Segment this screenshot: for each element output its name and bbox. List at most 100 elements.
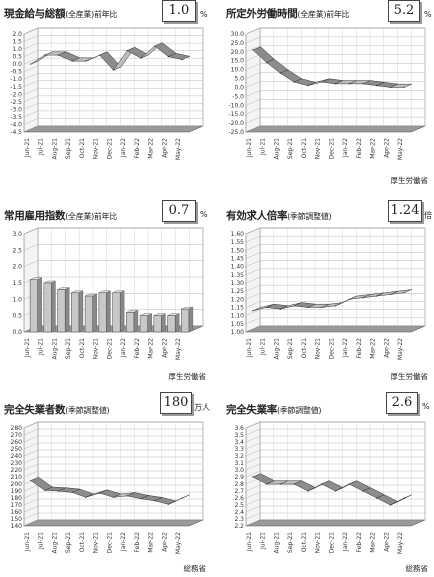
y-tick-label: -25.0 (228, 129, 244, 136)
y-tick-label: 250 (11, 446, 23, 453)
y-tick-label: 10.0 (231, 67, 245, 74)
x-tick-label: May-22 (175, 532, 182, 554)
bar-side (64, 287, 70, 333)
x-tick-label: Feb-22 (356, 532, 363, 553)
y-tick-label: -15.0 (228, 111, 244, 118)
chart-overtime: -25.0 -20.0 -15.0 -10.0 -5.0 0.05.0 10.0 15.0 20… (228, 27, 426, 160)
x-tick-label: Mar-22 (148, 532, 155, 553)
x-tick-label: Apr-22 (383, 338, 390, 358)
source-label: 厚生労働省 (390, 372, 429, 381)
y-tick-label: 1.30 (231, 280, 245, 287)
y-tick-label: 1.20 (231, 296, 245, 303)
y-tick-label: 3.1 (234, 460, 244, 467)
data-point (71, 60, 73, 62)
floor (23, 125, 204, 133)
gridline (23, 27, 39, 35)
x-tick-label: Jan-22 (342, 138, 349, 158)
y-tick-label: -0.5 (10, 69, 22, 76)
bar (84, 295, 93, 333)
gridline (23, 57, 39, 65)
data-point (403, 497, 405, 499)
gridline (23, 50, 39, 57)
x-tick-label: Dec-21 (328, 138, 335, 160)
gridline (245, 54, 261, 61)
gridline (245, 498, 261, 506)
data-point (154, 500, 156, 502)
y-tick-label: 3.2 (234, 453, 244, 460)
chart-title: 常用雇用指数(全産業)前年比 (4, 210, 118, 222)
data-point (44, 54, 46, 56)
gridline (245, 435, 261, 443)
x-tick-label: Jul-21 (260, 532, 267, 550)
x-tick-label: Aug-21 (273, 138, 280, 160)
x-tick-label: Feb-22 (134, 138, 141, 159)
data-point (376, 295, 378, 297)
data-point (71, 491, 73, 493)
latest-value-box: 1.24 (388, 200, 422, 222)
gridline (245, 45, 261, 53)
gridline (245, 227, 261, 235)
x-tick-label: Mar-22 (370, 532, 377, 553)
y-tick-label: 280 (11, 425, 23, 432)
y-tick-label: 170 (11, 502, 23, 509)
value-unit: % (424, 10, 432, 19)
x-tick-label: Jun-21 (246, 138, 253, 158)
y-tick-label: 1.0 (12, 296, 22, 303)
gridline (245, 484, 261, 492)
data-point (57, 490, 59, 492)
chart-title: 有効求人倍率(季節調整値) (226, 210, 332, 222)
x-tick-label: Oct-21 (79, 532, 86, 552)
y-tick-label: 140 (11, 523, 23, 530)
gridline (23, 421, 39, 429)
data-point (252, 49, 254, 51)
value-unit: 倍 (424, 211, 432, 220)
data-point (279, 308, 281, 310)
gridline (245, 505, 261, 513)
y-tick-label: 230 (11, 460, 23, 467)
y-tick-label: 2.5 (12, 247, 22, 254)
x-tick-label: Jan-22 (342, 338, 349, 358)
x-tick-label: Jan-22 (342, 532, 349, 552)
bar (167, 315, 176, 333)
x-tick-label: Aug-21 (51, 338, 58, 360)
gridline (245, 284, 261, 292)
x-tick-label: Nov-21 (315, 532, 322, 554)
y-tick-label: 1.15 (231, 305, 245, 312)
x-tick-label: Feb-22 (356, 338, 363, 359)
gridline (23, 505, 39, 513)
gridline (245, 107, 261, 115)
chart-unemployed: 1401501601701801902002102202302402502602… (11, 421, 204, 554)
y-tick-label: 3.4 (234, 439, 244, 446)
data-point (252, 310, 254, 312)
gridline (23, 456, 39, 464)
x-tick-label: Aug-21 (273, 338, 280, 360)
x-tick-label: Feb-22 (134, 338, 141, 359)
data-point (279, 483, 281, 485)
y-tick-label: 210 (11, 474, 23, 481)
value-unit: % (200, 210, 208, 219)
chart-wage: -4.5-4.0-3.5-3.0-2.5-2.0-1.5-1.0-0.50.00… (10, 27, 204, 160)
y-tick-label: 220 (11, 467, 23, 474)
data-point (334, 305, 336, 307)
x-tick-label: Jan-22 (120, 532, 127, 552)
data-point (126, 49, 128, 52)
y-tick-label: -1.5 (10, 84, 22, 91)
ribbon-segment (168, 494, 190, 505)
gridline (245, 252, 261, 259)
data-point (403, 86, 405, 89)
bar-side (37, 277, 42, 333)
y-tick-label: 1.00 (231, 329, 245, 336)
gridline (23, 470, 39, 478)
x-tick-label: Sep-21 (287, 338, 294, 359)
y-tick-label: -5.0 (232, 93, 244, 100)
gridline (245, 81, 261, 88)
gridline (23, 95, 39, 103)
y-tick-label: 30.0 (231, 31, 245, 38)
y-tick-label: 240 (11, 453, 23, 460)
x-tick-label: Jun-21 (24, 532, 31, 552)
x-tick-label: May-22 (175, 138, 182, 160)
y-tick-label: 2.9 (234, 474, 244, 481)
data-point (140, 498, 142, 500)
bar (98, 292, 107, 333)
bar-side (92, 293, 97, 333)
